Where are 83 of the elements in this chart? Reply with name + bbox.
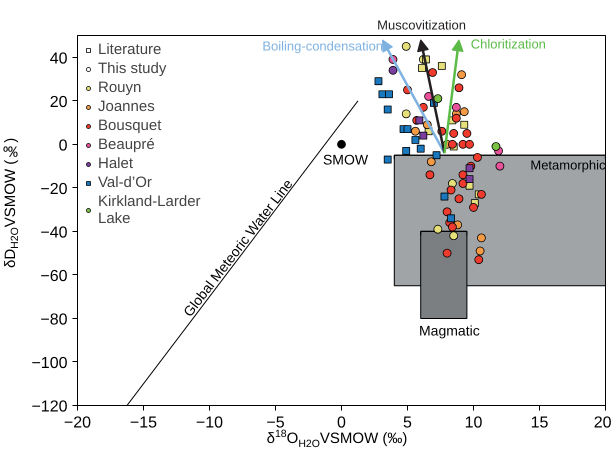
point bbox=[452, 114, 461, 123]
point bbox=[476, 246, 484, 256]
point bbox=[477, 190, 486, 199]
y-tick-label: −20 bbox=[40, 180, 68, 198]
x-tick-label: 10 bbox=[464, 414, 482, 432]
annotation: Literature bbox=[98, 41, 162, 58]
point bbox=[466, 164, 474, 172]
point bbox=[469, 203, 478, 212]
point bbox=[446, 186, 456, 194]
point bbox=[460, 120, 468, 129]
legend-label: Kirkland-Larder Lake bbox=[98, 193, 201, 227]
point bbox=[433, 224, 442, 234]
legend-label: Rouyn bbox=[98, 79, 142, 96]
x-tick-label: −20 bbox=[64, 414, 92, 432]
point bbox=[458, 179, 468, 188]
text: Muscovitization bbox=[377, 18, 466, 32]
y-tick-label: −40 bbox=[40, 224, 68, 242]
x-tick-label: 15 bbox=[530, 414, 548, 432]
point bbox=[384, 106, 392, 114]
point bbox=[454, 194, 464, 204]
point bbox=[454, 83, 464, 92]
point bbox=[457, 70, 466, 80]
y-tick-label: −120 bbox=[31, 398, 68, 416]
x-tick-label: −10 bbox=[196, 414, 224, 432]
point bbox=[442, 248, 452, 258]
point bbox=[496, 162, 504, 170]
point bbox=[477, 234, 486, 242]
y-tick-label: 0 bbox=[58, 137, 68, 154]
point bbox=[402, 42, 411, 51]
point bbox=[432, 151, 440, 160]
point bbox=[474, 255, 484, 264]
legend-label: Beaupré bbox=[98, 136, 155, 153]
point bbox=[385, 90, 393, 98]
point bbox=[448, 222, 457, 232]
point bbox=[404, 125, 412, 133]
legend-label: Bousquet bbox=[98, 117, 162, 134]
annotation: Chloritization bbox=[470, 36, 546, 52]
point bbox=[418, 64, 426, 72]
point bbox=[449, 231, 458, 240]
point bbox=[442, 207, 452, 216]
point bbox=[412, 136, 420, 144]
point bbox=[458, 170, 468, 180]
x-tick-label: −15 bbox=[130, 414, 158, 432]
point bbox=[426, 157, 436, 166]
point bbox=[416, 144, 425, 153]
point bbox=[449, 129, 458, 138]
point bbox=[388, 66, 398, 75]
series-label: Metamorphic bbox=[530, 158, 606, 173]
y-tick-label: −100 bbox=[31, 354, 68, 372]
point bbox=[433, 94, 442, 104]
point bbox=[492, 142, 500, 151]
y-tick-label: −80 bbox=[40, 311, 68, 328]
legend-label: Joannes bbox=[98, 98, 155, 115]
annotation: SMOW bbox=[322, 151, 369, 168]
y-tick-label: −60 bbox=[40, 268, 68, 285]
point bbox=[419, 132, 428, 140]
point bbox=[473, 152, 482, 162]
point bbox=[438, 62, 446, 70]
point bbox=[462, 129, 472, 138]
point bbox=[411, 126, 420, 136]
point bbox=[465, 140, 474, 149]
point bbox=[402, 146, 410, 155]
point bbox=[337, 140, 346, 149]
y-tick-label: 40 bbox=[50, 50, 68, 68]
legend-label: Halet bbox=[98, 155, 134, 172]
point bbox=[428, 68, 437, 77]
point bbox=[374, 77, 382, 86]
point bbox=[402, 109, 411, 118]
point bbox=[415, 116, 424, 124]
point bbox=[448, 140, 457, 149]
point bbox=[460, 107, 469, 116]
y-tick-label: 20 bbox=[50, 94, 68, 111]
x-tick-label: 20 bbox=[594, 414, 611, 432]
annotation: This study bbox=[98, 60, 166, 77]
point bbox=[384, 156, 392, 164]
legend-label: Val-d’Or bbox=[98, 174, 152, 191]
point bbox=[466, 175, 474, 184]
point bbox=[447, 214, 455, 222]
point bbox=[452, 102, 461, 112]
annotation: Boiling-condensation bbox=[262, 38, 384, 54]
series-label: Magmatic bbox=[419, 322, 480, 338]
point bbox=[426, 170, 434, 180]
point bbox=[440, 192, 448, 200]
